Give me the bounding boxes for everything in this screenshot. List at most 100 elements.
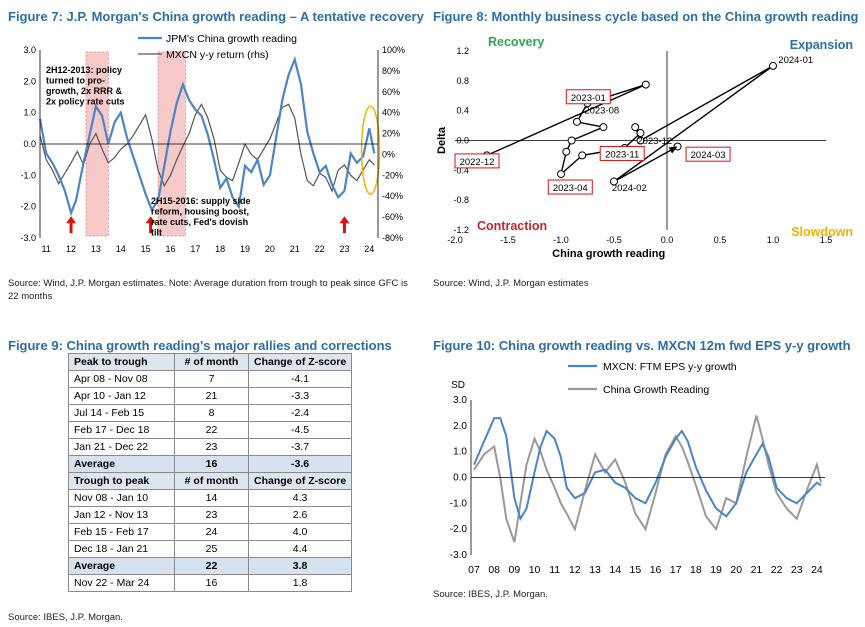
- fig10-xtick: 18: [690, 564, 702, 576]
- fig7-xtick: 21: [290, 244, 300, 254]
- table-cell: Apr 08 - Nov 08: [68, 370, 175, 388]
- fig7-trough-arrowhead: [66, 216, 77, 224]
- fig8-point-label: 2023-01: [571, 93, 606, 104]
- fig7-ytick-left: -1.0: [20, 170, 36, 180]
- table-cell: 16: [174, 455, 249, 473]
- table-cell: -3.6: [247, 455, 353, 473]
- fig10-xtick: 24: [811, 564, 823, 576]
- fig7-ytick-right: -20%: [382, 170, 403, 180]
- table-cell: Apr 10 - Jan 12: [68, 387, 175, 405]
- table-row: Dec 18 - Jan 21 25 4.4: [68, 540, 353, 558]
- table-cell: -3.3: [247, 387, 353, 405]
- fig8-ytick: 0.0: [456, 136, 469, 146]
- fig7-xtick: 18: [215, 244, 225, 254]
- fig7-series-growth: [38, 55, 376, 217]
- fig7-legend-mxcn: MXCN y-y return (rhs): [166, 49, 269, 61]
- table-cell: Jul 14 - Feb 15: [68, 404, 175, 422]
- fig8-point-label: 2022-12: [460, 157, 495, 168]
- fig8-point: [641, 80, 650, 89]
- table-row: Nov 22 - Mar 24 16 1.8: [68, 574, 353, 592]
- fig8-point: [631, 123, 640, 132]
- fig7-xtick: 13: [91, 244, 101, 254]
- table-cell: 8: [174, 404, 249, 422]
- fig10-series-eps: [473, 417, 822, 522]
- table-row-average: Average 22 3.8: [68, 557, 353, 575]
- fig8-label-box: [599, 145, 645, 161]
- table-cell: 2.6: [247, 506, 353, 524]
- fig8-xtick: -1.5: [500, 235, 516, 245]
- fig7-xtick: 16: [165, 244, 175, 254]
- fig8-ytick: -0.8: [453, 195, 469, 205]
- fig7-trough-arrowhead: [339, 216, 350, 224]
- fig8-xtick: -0.5: [606, 235, 622, 245]
- table-header-trough-to-peak: Trough to peak # of month Change of Z-scor…: [68, 472, 353, 490]
- fig8-point-label: 2023-04: [553, 183, 588, 194]
- fig10-xtick: 15: [630, 564, 642, 576]
- fig8-point: [636, 136, 645, 145]
- table-cell: 1.8: [247, 574, 353, 592]
- fig10-source: Source: IBES, J.P. Morgan.: [433, 589, 548, 600]
- fig7-ytick-right: 40%: [382, 108, 400, 118]
- table-cell: 23: [174, 438, 249, 456]
- table-row: Feb 15 - Feb 17 24 4.0: [68, 523, 353, 541]
- fig7-ytick-left: 2.0: [23, 76, 36, 86]
- fig10-xtick: 21: [751, 564, 763, 576]
- table-cell: 3.8: [247, 557, 353, 575]
- table-cell: Change of Z-score: [247, 472, 353, 490]
- fig10-xtick: 20: [730, 564, 742, 576]
- fig10-ytick: -3.0: [450, 550, 468, 561]
- fig7-xtick: 15: [141, 244, 151, 254]
- fig8-point: [567, 136, 576, 145]
- table-cell: 4.0: [247, 523, 353, 541]
- fig10-series-growth-reading: [473, 415, 822, 543]
- table-cell: # of month: [174, 353, 249, 371]
- table-cell: 14: [174, 489, 249, 507]
- fig8-point: [572, 117, 581, 126]
- fig8-ytick: -0.4: [453, 165, 469, 175]
- fig7-source: Source: Wind, J.P. Morgan estimates. Not…: [8, 278, 408, 302]
- table-row: Jan 12 - Nov 13 23 2.6: [68, 506, 353, 524]
- fig7-annotation-2015: 2H15-2016: supply side: [151, 196, 251, 206]
- fig7-title: Figure 7: J.P. Morgan's China growth rea…: [8, 9, 424, 24]
- fig7-legend-growth: JPM's China growth reading: [166, 33, 297, 45]
- fig8-ytick: 0.8: [456, 76, 469, 86]
- fig7-annotation-2015: rate cuts, Fed's dovish: [151, 217, 248, 227]
- fig7-ytick-right: 60%: [382, 87, 400, 97]
- fig10-ytick: -2.0: [450, 524, 468, 535]
- table-cell: -3.7: [247, 438, 353, 456]
- fig7-ytick-left: -2.0: [20, 202, 36, 212]
- table-row: Jul 14 - Feb 15 8 -2.4: [68, 404, 353, 422]
- fig8-point: [578, 151, 587, 160]
- fig7-ytick-left: 1.0: [23, 108, 36, 118]
- table-cell: Trough to peak: [68, 472, 175, 490]
- fig8-point-label: 2024-02: [612, 183, 647, 194]
- table-row-average: Average 16 -3.6: [68, 455, 353, 473]
- fig10-xtick: 11: [549, 564, 560, 576]
- fig10-legend-eps: MXCN: FTM EPS y-y growth: [603, 361, 737, 373]
- fig8-point-label: 2024-03: [691, 150, 726, 161]
- fig8-point-label: 2023-08: [584, 106, 619, 117]
- fig8-label-box: [565, 89, 611, 105]
- fig10-xtick: 16: [650, 564, 662, 576]
- fig10-ytick: 2.0: [453, 421, 467, 432]
- table-cell: 24: [174, 523, 249, 541]
- table-cell: Peak to trough: [68, 353, 175, 371]
- fig8-point: [610, 177, 618, 186]
- fig8-point-label: 2024-01: [778, 55, 813, 66]
- fig7-trough-arrowhead: [145, 216, 156, 224]
- fig7-ytick-right: 80%: [382, 66, 400, 76]
- fig10-xtick: 13: [589, 564, 601, 576]
- fig9-table: Peak to trough # of month Change of Z-scor…: [68, 353, 353, 592]
- fig7-xtick: 22: [315, 244, 325, 254]
- fig7-xtick: 23: [339, 244, 349, 254]
- fig7-recent-highlight: [360, 105, 381, 196]
- fig7-xtick: 11: [42, 244, 51, 254]
- table-cell: # of month: [174, 472, 249, 490]
- fig8-ytick: -1.2: [453, 225, 469, 235]
- fig10-title: Figure 10: China growth reading vs. MXCN…: [433, 338, 851, 353]
- fig10-ytick: 1.0: [453, 447, 467, 458]
- fig7-ytick-left: 3.0: [23, 45, 36, 55]
- table-cell: Jan 21 - Dec 22: [68, 438, 175, 456]
- table-row: Jan 21 - Dec 22 23 -3.7: [68, 438, 353, 456]
- fig7-xtick: 24: [364, 244, 374, 254]
